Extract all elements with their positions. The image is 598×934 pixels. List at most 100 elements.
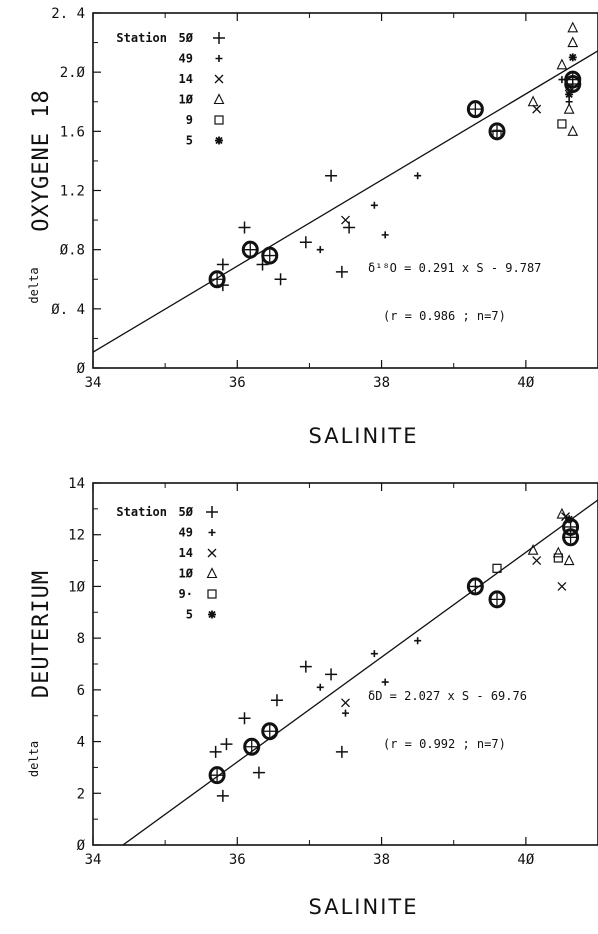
square-marker [557, 119, 567, 129]
plus-marker [238, 221, 251, 234]
small-plus-marker [342, 709, 349, 717]
circle-cross-marker [491, 593, 503, 606]
circle-marker [562, 528, 580, 547]
y-tick-label: 1Ø [68, 579, 85, 595]
y-tick-label: 2. 4 [51, 6, 85, 22]
small-plus-marker [381, 678, 389, 686]
circle-cross-marker [263, 249, 276, 262]
plus-marker [216, 789, 229, 802]
y-tick-label: 6 [77, 683, 85, 699]
plus-marker [299, 236, 312, 249]
circle-cross-marker [469, 103, 482, 116]
regression-stats: (r = 0.986 ; n=7) [383, 309, 506, 323]
circle-cross-marker [211, 769, 224, 782]
legend-entry-label: 49 [179, 526, 193, 540]
small-plus-marker [381, 231, 389, 239]
cross-marker [532, 104, 542, 114]
regression-stats: (r = 0.992 ; n=7) [383, 737, 506, 751]
triangle-marker [556, 507, 568, 519]
y-tick-label: 4 [77, 735, 85, 751]
triangle-marker [563, 554, 575, 566]
circle-cross-marker [263, 725, 276, 738]
plus-marker [209, 745, 222, 758]
y-axis-label: OXYGENE 18 [29, 89, 54, 231]
small-plus-marker [370, 201, 378, 209]
legend: Station 5Ø 49 14 1Ø 9 5 [116, 31, 225, 148]
legend-entry-label: 14 [179, 72, 193, 86]
square-marker [492, 563, 502, 573]
circle-marker [241, 240, 259, 259]
data-points [208, 507, 580, 802]
small-plus-marker [316, 683, 324, 691]
circle-marker [261, 246, 279, 265]
x-tick-label: 36 [229, 375, 246, 391]
legend-entry-label: 49 [179, 52, 193, 66]
plus-marker [299, 660, 312, 673]
regression-equation: δ¹⁸O = 0.291 x S - 9.787 [368, 261, 541, 275]
legend-entry-label: 1Ø [179, 93, 194, 107]
y-tick-label: 2 [77, 786, 85, 802]
circle-marker [208, 766, 226, 785]
circle-marker [208, 270, 226, 289]
plus-marker [238, 712, 251, 725]
triangle-marker [206, 567, 218, 579]
oxygen-18-panel: 34 36 38 4Ø Ø Ø. 4 Ø.8 1.2 1.6 2.Ø 2. 4 OXYGENE 18 d… [27, 6, 598, 448]
triangle-marker [567, 125, 579, 136]
triangle-marker [567, 36, 579, 48]
x-tick-label: 36 [229, 852, 246, 868]
cross-marker [557, 581, 567, 591]
plus-marker [256, 258, 269, 271]
star-marker [208, 610, 216, 619]
star-marker [215, 136, 223, 145]
y-tick-label: 14 [68, 476, 85, 492]
y-tick-label: Ø.8 [60, 243, 85, 259]
y-axis-label-prefix: delta [27, 741, 41, 777]
plus-marker [216, 258, 229, 271]
legend-entry-label: 5Ø [179, 505, 194, 519]
legend-entry-label: 9· [179, 587, 193, 601]
plus-marker [220, 738, 233, 751]
plus-marker [270, 694, 283, 707]
legend-entry-label: 1Ø [179, 567, 194, 581]
circle-cross-marker [491, 125, 503, 138]
x-tick-label: 34 [85, 852, 102, 868]
triangle-marker [527, 95, 539, 107]
regression-line [121, 499, 598, 845]
triangle-marker [213, 93, 225, 105]
small-plus-marker [414, 637, 422, 645]
square-marker [553, 553, 563, 563]
plus-marker [325, 169, 338, 182]
triangle-marker [552, 546, 564, 558]
legend-title: Station [116, 505, 167, 519]
small-plus-marker [208, 529, 216, 536]
y-tick-label: 12 [68, 528, 85, 544]
small-plus-marker [370, 650, 378, 658]
x-tick-label: 34 [85, 375, 102, 391]
y-tick-label: 1.2 [60, 184, 85, 200]
circle-marker [261, 722, 279, 741]
triangle-marker [563, 102, 575, 114]
plus-marker [335, 745, 348, 758]
regression-equation: δD = 2.027 x S - 69.76 [368, 689, 527, 703]
circle-cross-marker [211, 273, 224, 286]
circle-marker [564, 75, 582, 93]
cross-marker [341, 215, 350, 225]
circle-marker [488, 122, 506, 141]
y-axis-label-prefix: delta [27, 267, 41, 303]
circle-cross-marker [469, 580, 482, 593]
y-tick-label: 1.6 [60, 124, 85, 140]
data-points [208, 21, 582, 292]
circle-cross-marker [245, 740, 258, 753]
circle-marker [466, 100, 484, 119]
x-tick-label: 4Ø [517, 375, 534, 391]
legend: Station 5Ø 49 14 1Ø 9· 5 [116, 505, 218, 622]
plus-marker [274, 273, 287, 286]
triangle-marker [556, 58, 568, 70]
x-tick-label: 4Ø [517, 852, 534, 868]
cross-marker [341, 698, 350, 708]
circle-marker [243, 737, 261, 756]
plot-frame [92, 482, 598, 846]
x-axis-label: SALINITE [309, 895, 419, 919]
plus-marker [325, 668, 338, 681]
